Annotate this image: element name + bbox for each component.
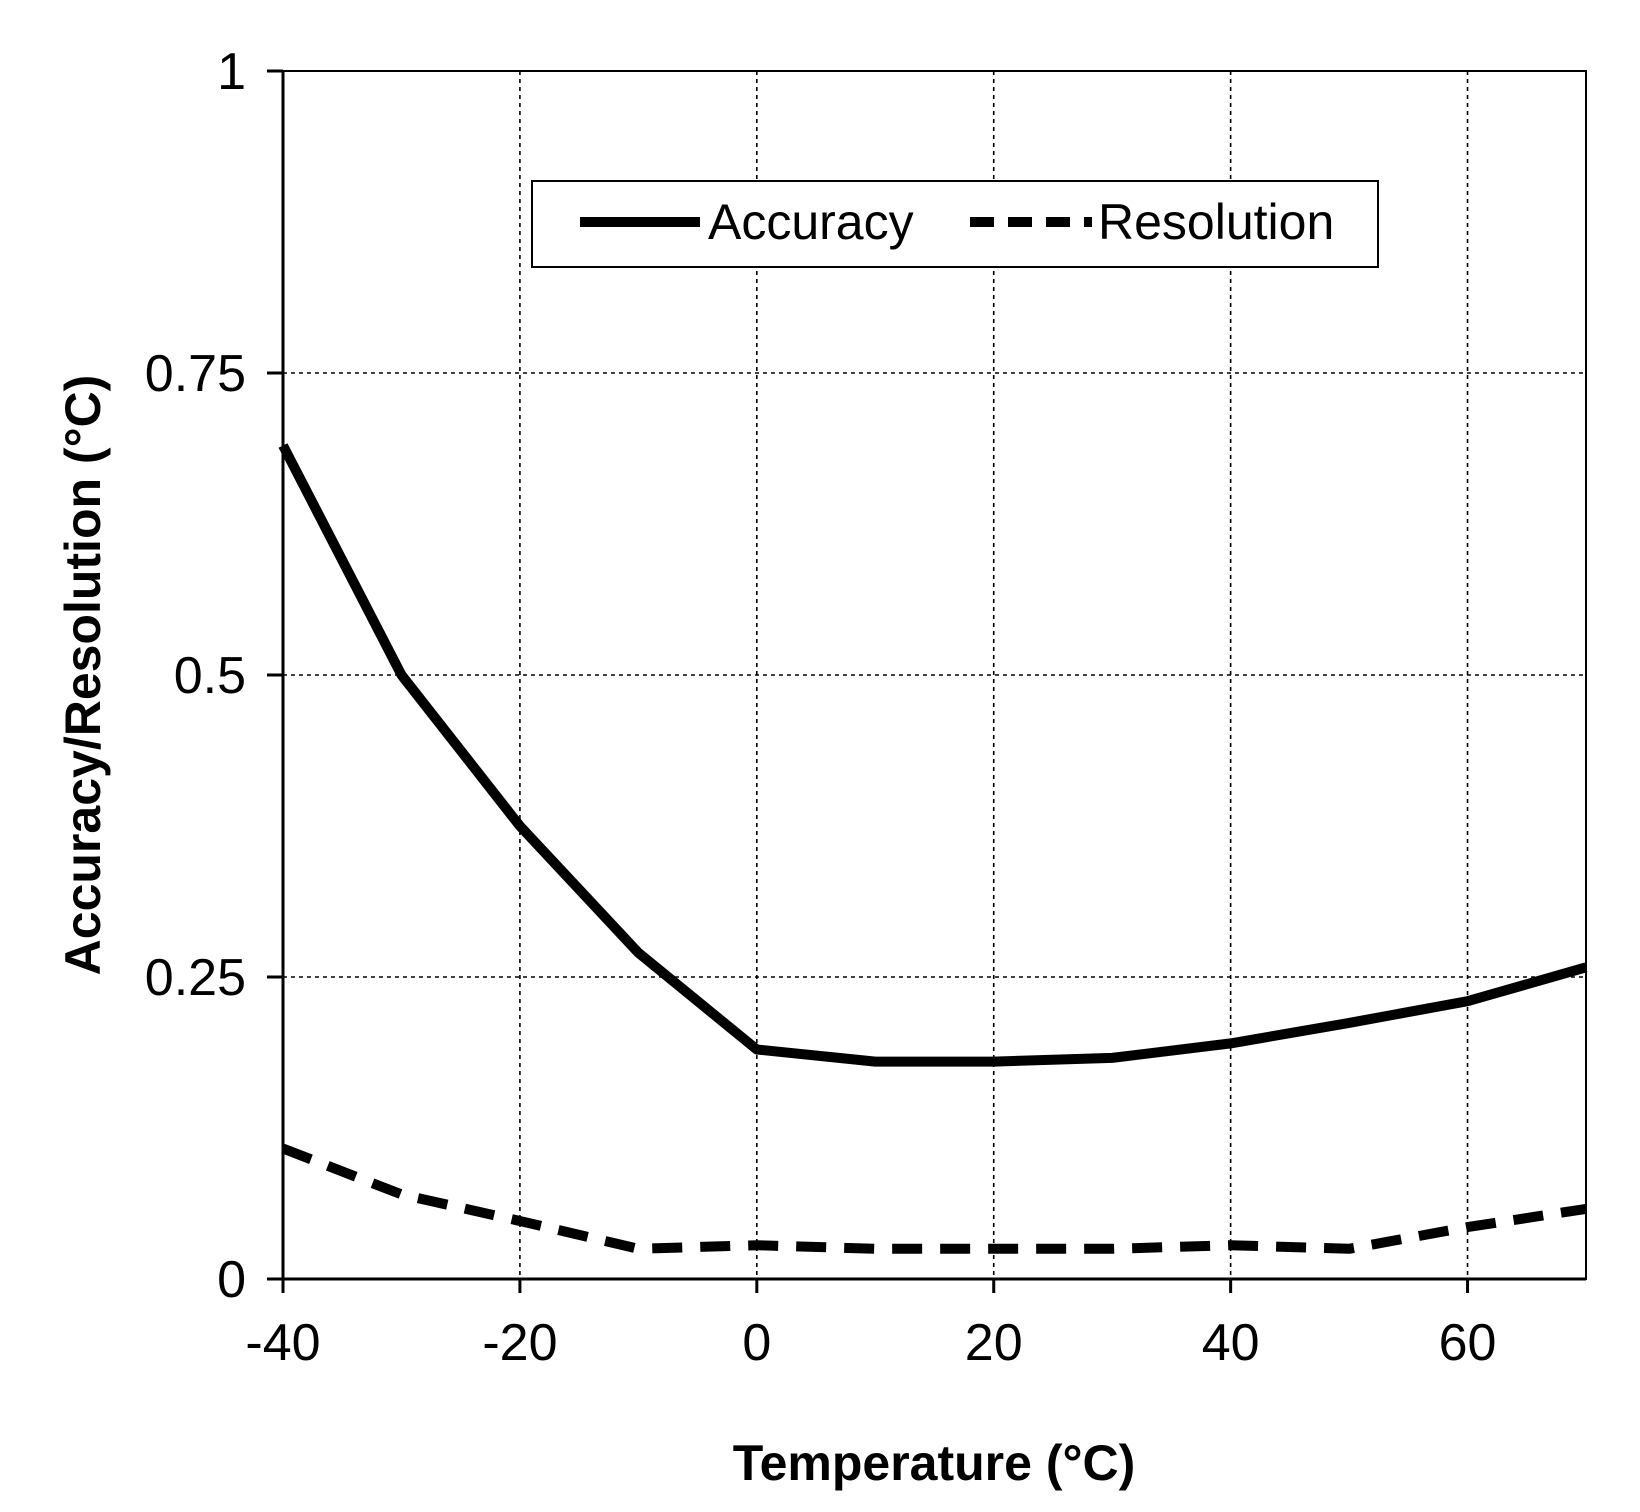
data-point-resolution — [1463, 1222, 1473, 1232]
data-point-resolution — [1581, 1204, 1591, 1214]
x-tick-label: 0 — [742, 1314, 771, 1372]
x-tick-label: -20 — [482, 1314, 557, 1372]
data-point-resolution — [1107, 1244, 1117, 1254]
x-tick-label: 20 — [965, 1314, 1023, 1372]
x-tick-label: 40 — [1202, 1314, 1260, 1372]
y-tick-label: 1 — [217, 43, 246, 101]
data-point-resolution — [397, 1189, 407, 1199]
y-tick-label: 0.75 — [145, 345, 246, 403]
data-point-accuracy — [633, 948, 643, 958]
data-point-resolution — [989, 1244, 999, 1254]
data-point-accuracy — [1107, 1053, 1117, 1063]
data-point-resolution — [515, 1216, 525, 1226]
data-point-resolution — [1226, 1240, 1236, 1250]
data-point-resolution — [278, 1144, 288, 1154]
y-tick-label: 0 — [217, 1251, 246, 1309]
x-tick-label: 60 — [1439, 1314, 1497, 1372]
data-point-accuracy — [870, 1057, 880, 1067]
data-point-resolution — [633, 1244, 643, 1254]
x-axis-title: Temperature (°C) — [733, 1435, 1135, 1491]
legend-label-accuracy: Accuracy — [708, 194, 914, 250]
legend: Accuracy Resolution — [531, 180, 1379, 268]
series — [278, 441, 1591, 1254]
data-point-resolution — [752, 1240, 762, 1250]
data-point-accuracy — [1226, 1038, 1236, 1048]
data-point-accuracy — [1463, 996, 1473, 1006]
data-point-accuracy — [752, 1045, 762, 1055]
data-point-accuracy — [1581, 962, 1591, 972]
gridlines — [283, 71, 1586, 1279]
y-tick-label: 0.5 — [174, 647, 246, 705]
data-point-accuracy — [1344, 1018, 1354, 1028]
data-point-accuracy — [278, 441, 288, 451]
y-tick-label: 0.25 — [145, 949, 246, 1007]
series-line-accuracy — [278, 443, 1588, 1067]
data-point-resolution — [1344, 1244, 1354, 1254]
legend-label-resolution: Resolution — [1098, 194, 1334, 250]
data-point-accuracy — [515, 821, 525, 831]
ticks: -40 -20 0 20 40 60 0 0.25 0.5 0.75 1 — [145, 43, 1497, 1372]
data-point-accuracy — [989, 1057, 999, 1067]
y-axis-title: Accuracy/Resolution (°C) — [55, 375, 111, 976]
data-point-accuracy — [397, 670, 407, 680]
x-tick-label: -40 — [245, 1314, 320, 1372]
data-point-resolution — [870, 1244, 880, 1254]
